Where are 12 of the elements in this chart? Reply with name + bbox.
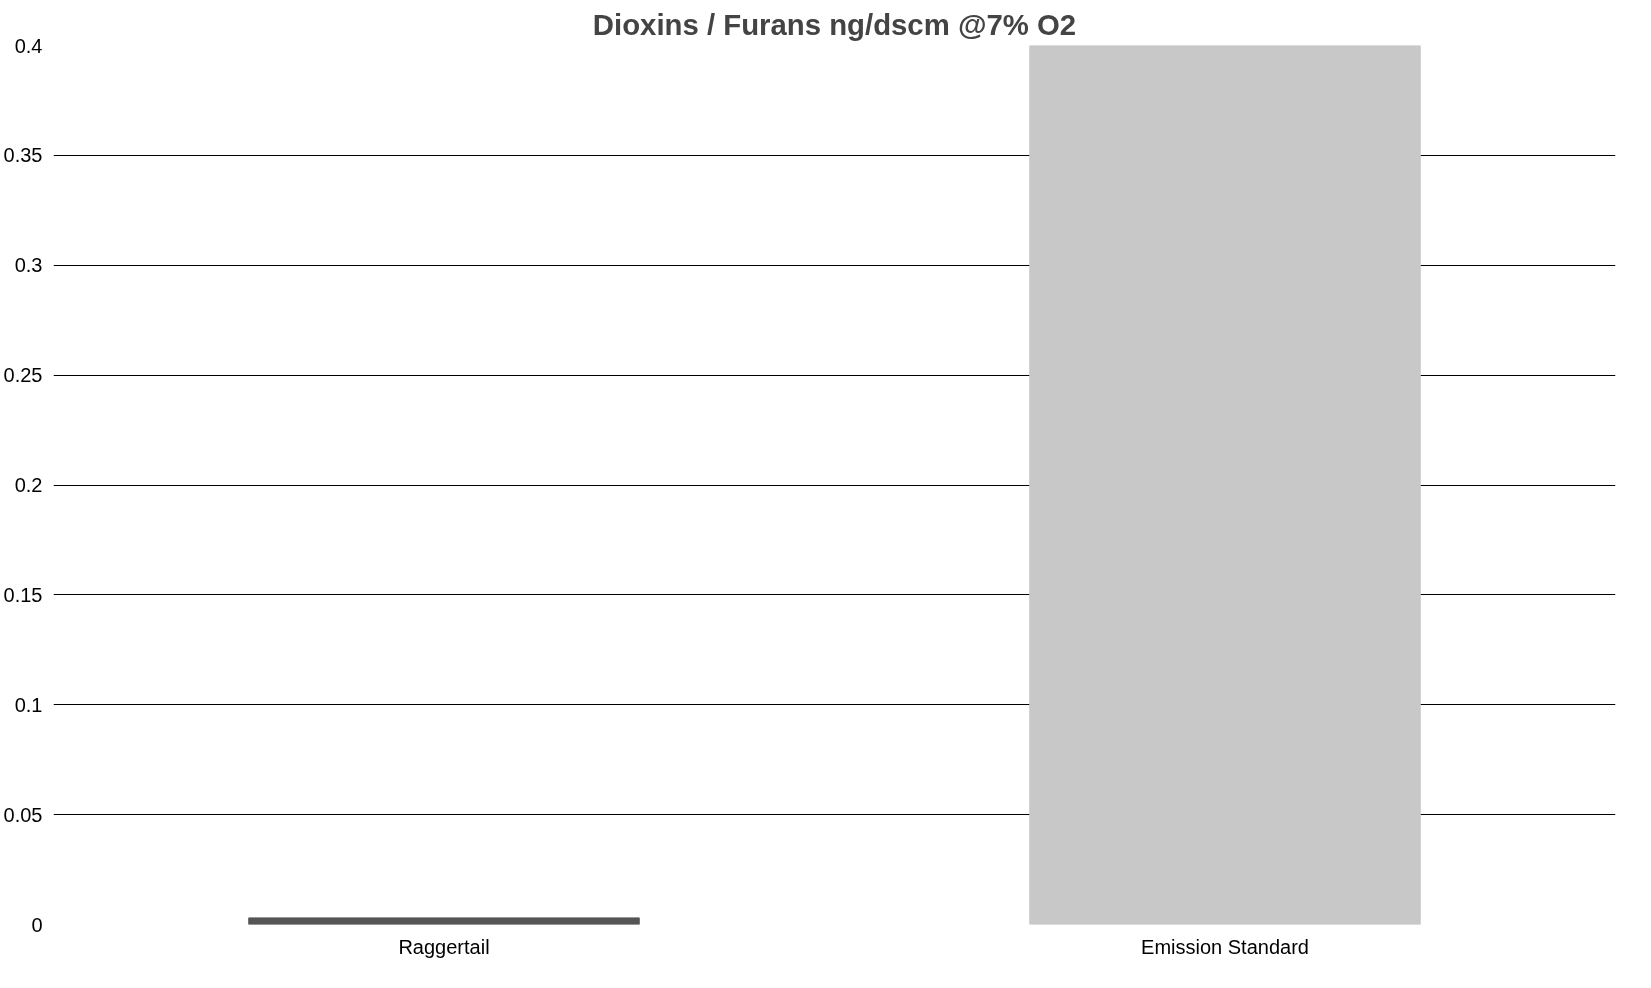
x-tick-label: Emission Standard <box>1141 935 1309 958</box>
y-tick-label: 0.15 <box>3 583 43 606</box>
y-tick-label: 0.2 <box>14 474 43 496</box>
chart-title: Dioxins / Furans ng/dscm @7% O2 <box>592 7 1077 41</box>
y-tick-label: 0.05 <box>3 803 43 826</box>
x-tick-label: Raggertail <box>398 935 490 958</box>
y-tick-label: 0.35 <box>3 144 43 167</box>
y-tick-label: 0.4 <box>14 34 43 57</box>
y-tick-label: 0.3 <box>14 254 43 277</box>
y-tick-label: 0.25 <box>3 364 43 387</box>
y-tick-label: 0 <box>31 913 43 936</box>
y-tick-label: 0.1 <box>14 693 43 716</box>
